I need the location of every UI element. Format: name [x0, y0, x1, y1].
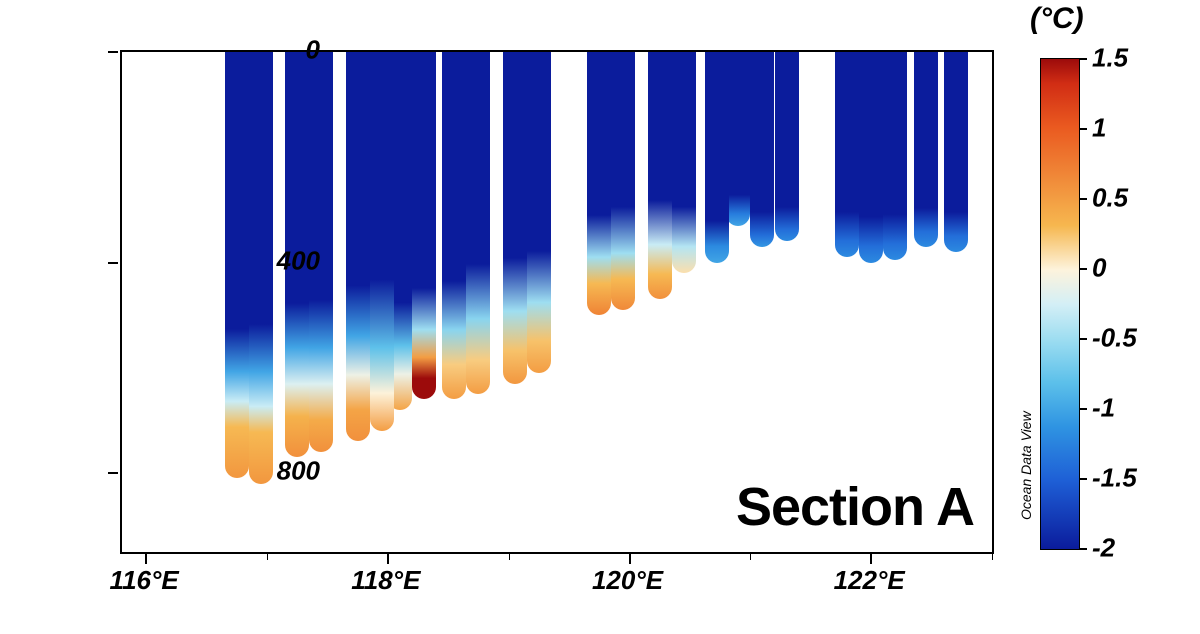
- profile-bar: [775, 52, 799, 241]
- colorbar-tick-label: -2: [1092, 533, 1115, 564]
- colorbar-tick-label: -1.5: [1092, 463, 1137, 494]
- profile-bar: [466, 52, 490, 394]
- profile-bar: [249, 52, 273, 484]
- profile-bar: [587, 52, 611, 315]
- profile-bar: [503, 52, 527, 384]
- colorbar-tick: [1079, 198, 1087, 200]
- x-tick: [870, 554, 872, 564]
- colorbar-tick-label: 0: [1092, 253, 1106, 284]
- section-label: Section A: [736, 476, 974, 538]
- colorbar-tick: [1079, 478, 1087, 480]
- colorbar-tick: [1079, 128, 1087, 130]
- x-tick: [387, 554, 389, 564]
- colorbar-tick-label: -1: [1092, 393, 1115, 424]
- section-plot: Section A: [120, 50, 994, 554]
- x-minor-tick: [992, 554, 993, 560]
- y-tick: [108, 472, 118, 474]
- profile-bar: [672, 52, 696, 273]
- x-tick: [145, 554, 147, 564]
- y-tick-label: 400: [277, 245, 320, 276]
- colorbar-tick-label: 0.5: [1092, 183, 1128, 214]
- x-tick-label: 122°E: [834, 565, 905, 596]
- colorbar-tick: [1079, 548, 1087, 550]
- y-tick-label: 800: [277, 456, 320, 487]
- x-minor-tick: [750, 554, 751, 560]
- colorbar: [1040, 58, 1080, 550]
- profile-bar: [370, 52, 394, 431]
- colorbar-tick: [1079, 58, 1087, 60]
- profile-bar: [705, 52, 729, 263]
- x-tick-label: 118°E: [351, 565, 420, 596]
- x-minor-tick: [267, 554, 268, 560]
- colorbar-title: (°C): [1030, 2, 1084, 36]
- x-tick: [629, 554, 631, 564]
- profile-bar: [750, 52, 774, 247]
- y-tick-label: 0: [306, 35, 320, 66]
- profile-bar: [225, 52, 249, 478]
- colorbar-tick-label: -0.5: [1092, 323, 1137, 354]
- profile-bar: [346, 52, 370, 441]
- x-tick-label: 120°E: [592, 565, 663, 596]
- profile-bar: [412, 52, 436, 399]
- profile-bar: [611, 52, 635, 310]
- x-tick-label: 116°E: [110, 565, 179, 596]
- colorbar-tick: [1079, 268, 1087, 270]
- x-minor-tick: [509, 554, 510, 560]
- profile-bar: [835, 52, 859, 257]
- profile-bar: [726, 52, 750, 226]
- profile-bar: [442, 52, 466, 399]
- y-tick: [108, 262, 118, 264]
- profile-bar: [914, 52, 938, 247]
- colorbar-tick-label: 1: [1092, 113, 1106, 144]
- colorbar-tick: [1079, 338, 1087, 340]
- profile-bar: [527, 52, 551, 373]
- y-tick: [108, 51, 118, 53]
- profile-bar: [648, 52, 672, 299]
- colorbar-tick-label: 1.5: [1092, 43, 1128, 74]
- colorbar-tick: [1079, 408, 1087, 410]
- colorbar-credit: Ocean Data View: [1018, 411, 1034, 520]
- profile-bar: [883, 52, 907, 260]
- profile-bar: [859, 52, 883, 263]
- profile-bar: [944, 52, 968, 252]
